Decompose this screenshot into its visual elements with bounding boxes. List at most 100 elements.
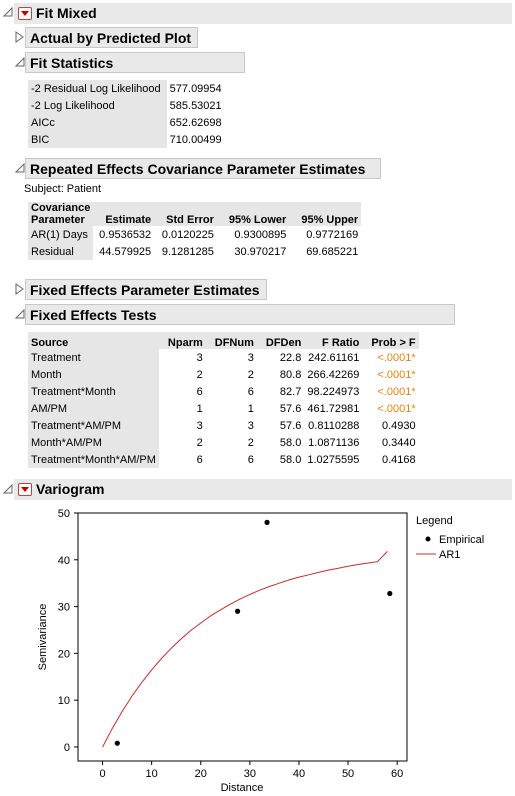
stat-value: 577.09954: [169, 82, 222, 95]
chart-axes: 0 10 20 30 40 50 60 0 10 20 30 40 50: [58, 508, 404, 780]
tests-row: Treatment*Month 6 6 82.7 98.224973 <.0001*: [28, 383, 419, 400]
tests-cell: <.0001*: [377, 351, 416, 364]
tests-cell: 3: [196, 419, 203, 432]
tests-row: Treatment*Month*AM/PM 6 6 58.0 1.0275595 0.41…: [28, 451, 419, 468]
cov-cell: 9.1281285: [161, 245, 214, 258]
cov-cell: Residual: [28, 243, 94, 260]
x-tick-label: 40: [293, 768, 305, 780]
tests-row: AM/PM 1 1 57.6 461.72981 <.0001*: [28, 400, 419, 417]
report-title: Fit Mixed: [14, 3, 512, 24]
stat-value: 710.00499: [169, 133, 222, 146]
stat-label: AICc: [28, 114, 167, 131]
tests-cell: 3: [247, 419, 254, 432]
tests-cell: 57.6: [279, 402, 302, 415]
tests-cell: 2: [247, 368, 254, 381]
cov-cell: 44.579925: [99, 245, 152, 258]
tests-header: F Ratio: [304, 332, 363, 349]
y-axis-label: Semivariance: [37, 604, 49, 671]
stat-row: -2 Log Likelihood 585.53021: [28, 97, 225, 114]
tests-cell: 242.61161: [308, 351, 360, 364]
collapse-triangle-icon[interactable]: [14, 162, 26, 174]
tests-header: Prob > F: [362, 332, 419, 349]
cov-header: Estimate: [93, 202, 155, 226]
cov-header: 95% Upper: [289, 202, 362, 226]
x-tick-label: 50: [342, 768, 354, 780]
tests-cell: 22.8: [279, 351, 302, 364]
collapse-triangle-icon[interactable]: [14, 56, 26, 68]
cov-cell: 0.9536532: [99, 228, 152, 241]
cov-row: AR(1) Days 0.9536532 0.0120225 0.9300895 0.9…: [28, 226, 361, 243]
tests-cell: 6: [247, 453, 254, 466]
tests-cell: 2: [196, 436, 203, 449]
tests-cell: Treatment*Month: [28, 383, 159, 400]
stat-label: -2 Log Likelihood: [28, 97, 167, 114]
variogram-title: Variogram: [36, 481, 105, 497]
cov-cell: 0.9300895: [234, 228, 287, 241]
tests-cell: Month*AM/PM: [28, 434, 159, 451]
empirical-point: [387, 590, 393, 597]
tests-cell: 1: [247, 402, 254, 415]
tests-cell: Treatment*Month*AM/PM: [28, 451, 159, 468]
tests-cell: Month: [28, 366, 159, 383]
fixed-tests-table: Source Nparm DFNum DFDen F Ratio Prob > F Tre…: [28, 332, 419, 468]
chart-marks: [102, 519, 393, 748]
variogram-chart: 0 10 20 30 40 50 60 0 10 20 30 40 50 Distance Semiva…: [37, 508, 484, 794]
x-tick-label: 0: [99, 768, 105, 780]
section-fixed-params[interactable]: Fixed Effects Parameter Estimates: [25, 279, 267, 300]
tests-header: DFNum: [205, 332, 257, 349]
cov-cell: 69.685221: [306, 245, 359, 258]
section-repeated-effects[interactable]: Repeated Effects Covariance Parameter Es…: [25, 158, 381, 179]
red-menu-icon[interactable]: [18, 7, 32, 20]
y-tick-label: 40: [58, 555, 70, 567]
tests-cell: 2: [196, 368, 203, 381]
legend-title: Legend: [416, 515, 453, 527]
expand-triangle-icon[interactable]: [14, 31, 26, 43]
red-menu-icon[interactable]: [18, 483, 32, 496]
section-fit-statistics[interactable]: Fit Statistics: [25, 52, 245, 73]
stat-value: 585.53021: [169, 99, 222, 112]
tests-cell: 6: [196, 453, 203, 466]
y-tick-label: 10: [58, 695, 70, 707]
section-variogram[interactable]: Variogram: [14, 479, 512, 500]
section-actual-by-predicted[interactable]: Actual by Predicted Plot: [25, 27, 199, 48]
tests-cell: 98.224973: [307, 385, 360, 398]
tests-cell: Treatment: [28, 349, 159, 366]
tests-row: Month 2 2 80.8 266.42269 <.0001*: [28, 366, 419, 383]
collapse-triangle-icon[interactable]: [2, 483, 14, 495]
empirical-point: [264, 519, 270, 525]
section-fixed-tests[interactable]: Fixed Effects Tests: [25, 304, 455, 325]
tests-cell: 1.0275595: [307, 453, 360, 466]
tests-cell: 6: [196, 385, 203, 398]
x-tick-label: 10: [146, 768, 158, 780]
tests-cell: AM/PM: [28, 400, 159, 417]
covariance-table: Covariance Parameter Estimate Std Error 95%…: [28, 202, 362, 260]
tests-header: DFDen: [256, 332, 305, 349]
cov-cell: 30.970217: [234, 245, 287, 258]
cov-cell: AR(1) Days: [28, 226, 94, 243]
tests-row: Treatment 3 3 22.8 242.61161 <.0001*: [28, 349, 419, 366]
tests-cell: 2: [247, 436, 254, 449]
tests-cell: <.0001*: [377, 368, 416, 381]
cov-header: Covariance Parameter: [28, 202, 94, 226]
cov-row: Residual 44.579925 9.1281285 30.970217 69.68…: [28, 243, 361, 260]
tests-cell: 461.72981: [307, 402, 360, 415]
stat-row: AICc 652.62698: [28, 114, 225, 131]
cov-header: 95% Lower: [216, 202, 290, 226]
report-title-text: Fit Mixed: [36, 5, 97, 21]
stat-label: -2 Residual Log Likelihood: [28, 80, 167, 97]
collapse-triangle-icon[interactable]: [14, 308, 26, 320]
collapse-triangle-icon[interactable]: [2, 6, 14, 18]
plot-frame: [77, 512, 408, 762]
tests-cell: 58.0: [279, 453, 302, 466]
expand-triangle-icon[interactable]: [14, 283, 26, 295]
x-tick-label: 60: [391, 768, 403, 780]
tests-cell: 3: [247, 351, 254, 364]
tests-cell: 80.8: [279, 368, 302, 381]
y-tick-label: 20: [58, 648, 70, 660]
y-tick-label: 0: [64, 742, 70, 754]
tests-cell: 3: [196, 351, 203, 364]
tests-header: Source: [28, 332, 159, 349]
stat-label: BIC: [28, 131, 167, 148]
x-tick-label: 20: [195, 768, 207, 780]
subject-label: Subject: Patient: [24, 183, 102, 195]
